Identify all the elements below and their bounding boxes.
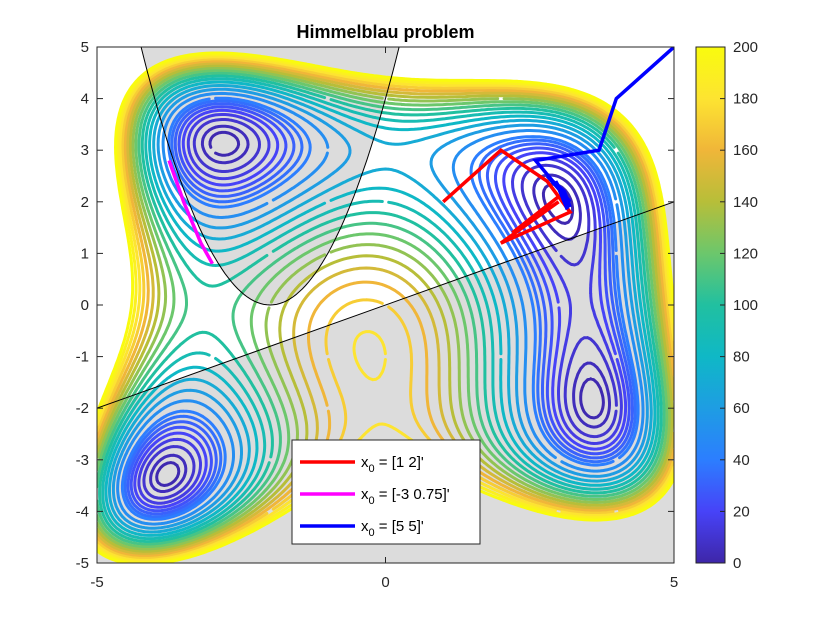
contour-line-90 — [101, 77, 660, 541]
y-tick-label: 5 — [81, 39, 89, 56]
y-axis: 5 4 3 2 1 0 -1 -2 -3 -4 -5 — [76, 39, 674, 572]
y-tick-label: 1 — [81, 245, 89, 262]
colorbar-tick-label: 100 — [733, 297, 758, 314]
y-tick-label: 3 — [81, 142, 89, 159]
y-tick-label: -1 — [76, 349, 89, 366]
contour-line-160 — [97, 59, 674, 558]
contour-line-100 — [98, 74, 663, 544]
y-tick-label: -2 — [76, 400, 89, 417]
legend-label-3: x0 = [5 5]' — [361, 518, 424, 539]
contour-line-120 — [97, 68, 669, 549]
colorbar-tick-label: 40 — [733, 452, 750, 469]
optimization-paths — [167, 47, 674, 265]
colorbar-tick-label: 0 — [733, 555, 741, 572]
x-tick-label: -5 — [90, 574, 103, 591]
contour-line-10 — [142, 118, 618, 500]
contour-line-110 — [97, 71, 666, 546]
path-series-2 — [167, 159, 214, 265]
contour-line-30 — [126, 102, 634, 516]
y-tick-label: -5 — [76, 555, 89, 572]
path-series-1 — [442, 147, 573, 245]
colorbar-tick-label: 200 — [733, 39, 758, 56]
parabola-boundary — [140, 47, 400, 306]
contour-line-40 — [120, 96, 640, 521]
colorbar-tick-label: 120 — [733, 245, 758, 262]
path-series-3 — [532, 47, 674, 211]
legend-label-2: x0 = [-3 0.75]' — [361, 486, 450, 507]
colorbar-tick-label: 180 — [733, 91, 758, 108]
contour-line-130 — [97, 66, 672, 551]
x-axis: -5 0 5 — [90, 47, 678, 591]
contour-line-70 — [108, 84, 653, 534]
contour-line-15 — [137, 113, 623, 505]
x-tick-label: 5 — [670, 574, 678, 591]
y-tick-label: -4 — [76, 503, 89, 520]
contour-line-80 — [104, 80, 657, 537]
legend-label-1: x0 = [1 2]' — [361, 454, 424, 475]
y-tick-label: 2 — [81, 194, 89, 211]
y-tick-label: 0 — [81, 297, 89, 314]
legend: x0 = [1 2]' x0 = [-3 0.75]' x0 = [5 5]' — [291, 439, 481, 545]
colorbar-tick-label: 140 — [733, 194, 758, 211]
line-boundary — [97, 201, 674, 409]
constraint-boundaries — [97, 47, 674, 409]
contour-line-25 — [129, 105, 631, 513]
colorbar-tick-label: 20 — [733, 503, 750, 520]
chart-title: Himmelblau problem — [296, 22, 474, 42]
y-tick-label: -3 — [76, 452, 89, 469]
colorbar-tick-label: 80 — [733, 349, 750, 366]
colorbar-tick-label: 60 — [733, 400, 750, 417]
contour-lines — [97, 51, 674, 563]
y-tick-label: 4 — [81, 91, 89, 108]
contour-line-20 — [133, 108, 628, 509]
contour-line-50 — [116, 91, 645, 526]
contour-line-60 — [111, 87, 649, 530]
contour-line-5 — [149, 124, 611, 493]
x-tick-label: 0 — [381, 574, 389, 591]
colorbar-tick-label: 160 — [733, 142, 758, 159]
contour-line-35 — [123, 99, 637, 519]
